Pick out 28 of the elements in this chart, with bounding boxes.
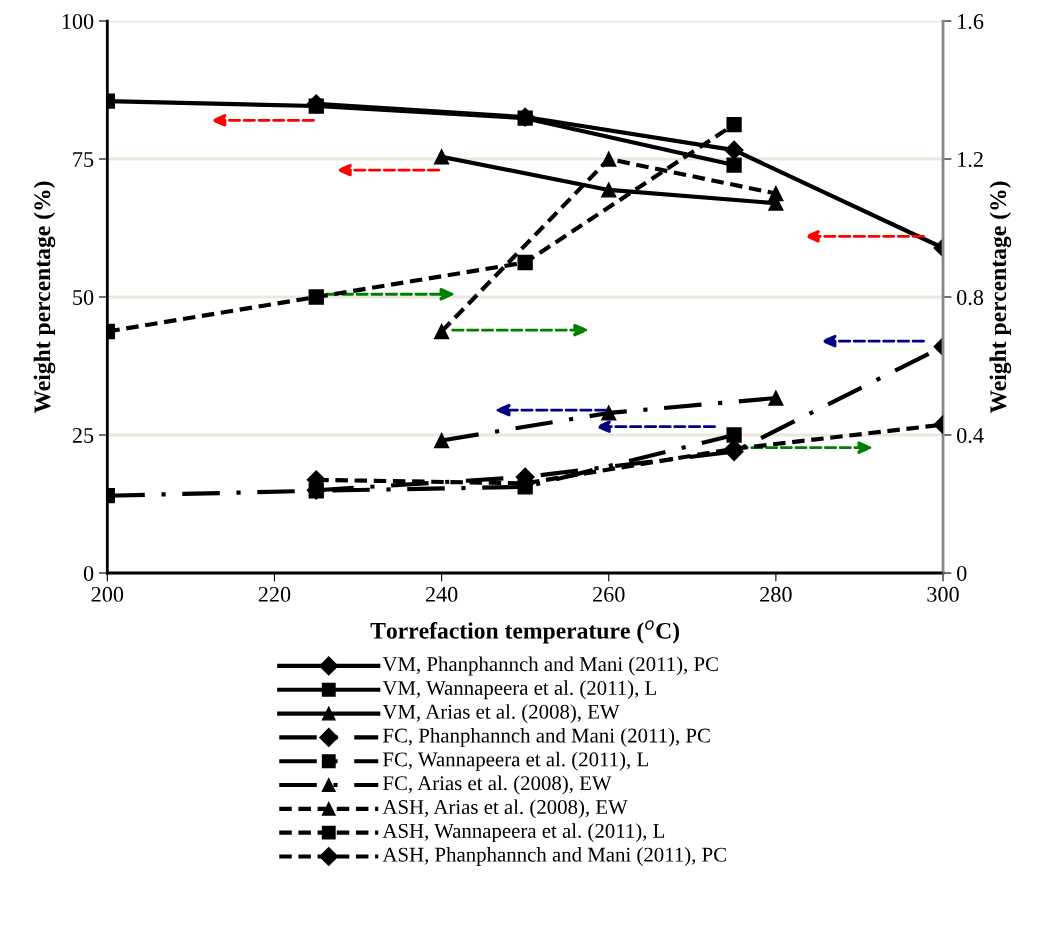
x-axis-title: Torrefaction temperature ($^{o}$C)	[370, 620, 680, 644]
y-tick-label: 0	[83, 565, 94, 581]
x-tick-label: 260	[593, 586, 625, 602]
y-tick-label: 25	[72, 428, 94, 443]
legend-label: FC, Arias et al. (2008), EW	[383, 775, 612, 795]
x-tick-label: 300	[927, 586, 959, 602]
legend-label: VM, Arias et al. (2008), EW	[382, 704, 620, 724]
y2-tick-label: 1.6	[958, 14, 984, 30]
legend-label: VM, Wannapeera et al. (2011), L	[382, 680, 657, 700]
x-tick-label: 200	[91, 586, 124, 602]
x-tick-label: 280	[760, 586, 792, 602]
legend-label: FC, Phanphannch and Mani (2011), PC	[383, 727, 710, 747]
x-tick-label: 240	[425, 586, 458, 602]
y-tick-label: 75	[73, 152, 94, 167]
y2-tick-label: 0.4	[957, 427, 984, 444]
legend-label: FC, Wannapeera et al. (2011), L	[383, 751, 648, 771]
y2-axis-title: Weight percentage (%)	[989, 181, 1012, 414]
y2-tick-label: 1.2	[958, 152, 983, 168]
legend-label: VM, Phanphannch and Mani (2011), PC	[382, 656, 718, 676]
legend-label: ASH, Wannapeera et al. (2011), L	[382, 823, 665, 843]
y2-tick-label: 0	[957, 565, 967, 581]
legend-label: ASH, Arias et al. (2008), EW	[382, 799, 628, 819]
x-tick-label: 220	[258, 586, 291, 602]
y-tick-label: 50	[73, 289, 94, 305]
legend-label: ASH, Phanphannch and Mani (2011), PC	[382, 847, 726, 866]
y-tick-label: 100	[62, 13, 94, 29]
y2-tick-label: 0.8	[957, 289, 984, 306]
y-axis-title: Weight percentage (%)	[33, 181, 56, 414]
